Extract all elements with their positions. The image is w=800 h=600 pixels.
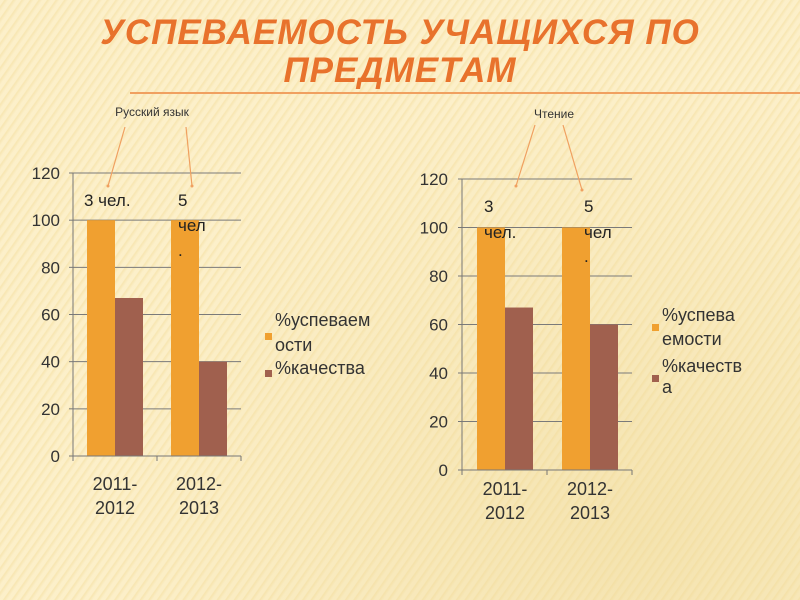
arrow-head <box>514 184 518 188</box>
legend-label: %успева <box>662 305 736 325</box>
y-tick-label: 80 <box>41 258 60 277</box>
arrow-line <box>562 124 583 191</box>
data-annotation: . <box>584 247 589 266</box>
data-annotation: 3 чел. <box>84 191 131 210</box>
slide-title: УСПЕВАЕМОСТЬ УЧАЩИХСЯ ПО ПРЕДМЕТАМ <box>100 13 700 90</box>
arrow-head <box>580 188 584 192</box>
x-tick-label: 2012 <box>95 498 135 518</box>
legend-swatch <box>652 324 659 331</box>
data-annotation: чел. <box>484 223 516 242</box>
arrow-head <box>190 184 194 188</box>
legend-swatch <box>265 333 272 340</box>
data-annotation: чел <box>584 223 612 242</box>
arrow-line <box>515 124 536 187</box>
y-tick-label: 120 <box>420 170 448 189</box>
bar-success <box>562 227 590 470</box>
y-tick-label: 100 <box>420 219 448 238</box>
title-divider <box>130 92 800 94</box>
arrow-head <box>106 184 110 188</box>
legend-label: %качеств <box>662 356 742 376</box>
y-tick-label: 100 <box>32 211 60 230</box>
x-tick-label: 2012- <box>176 474 222 494</box>
y-tick-label: 80 <box>429 267 448 286</box>
bar-success <box>87 220 115 456</box>
legend-label: ости <box>275 335 312 355</box>
data-annotation: . <box>178 241 183 260</box>
y-tick-label: 0 <box>51 447 60 466</box>
x-tick-label: 2012- <box>567 479 613 499</box>
chart-subject-label: Чтение <box>534 107 574 121</box>
bar-success <box>171 220 199 456</box>
x-tick-label: 2011- <box>483 479 528 499</box>
legend-label: а <box>662 377 673 397</box>
y-tick-label: 60 <box>41 306 60 325</box>
legend-label: %качества <box>275 358 366 378</box>
x-tick-label: 2012 <box>485 503 525 523</box>
x-tick-label: 2011- <box>93 474 138 494</box>
data-annotation: 5 <box>584 197 593 216</box>
data-annotation: 3 <box>484 197 493 216</box>
y-tick-label: 0 <box>439 461 448 480</box>
y-tick-label: 120 <box>32 164 60 183</box>
arrow-line <box>107 126 126 187</box>
data-annotation: 5 <box>178 191 187 210</box>
y-tick-label: 40 <box>429 364 448 383</box>
legend-swatch <box>265 370 272 377</box>
bar-success <box>477 227 505 470</box>
x-tick-label: 2013 <box>570 503 610 523</box>
bar-quality <box>115 297 143 456</box>
y-tick-label: 60 <box>429 316 448 335</box>
y-tick-label: 20 <box>429 413 448 432</box>
bar-quality <box>199 361 227 456</box>
y-tick-label: 20 <box>41 400 60 419</box>
bar-quality <box>590 324 618 470</box>
legend-label: емости <box>662 329 722 349</box>
legend-swatch <box>652 375 659 382</box>
y-tick-label: 40 <box>41 353 60 372</box>
chart-subject-label: Русский язык <box>115 105 189 119</box>
data-annotation: чел <box>178 216 206 235</box>
bar-quality <box>505 307 533 470</box>
arrow-line <box>185 126 193 187</box>
x-tick-label: 2013 <box>179 498 219 518</box>
legend-label: %успеваем <box>275 310 370 330</box>
